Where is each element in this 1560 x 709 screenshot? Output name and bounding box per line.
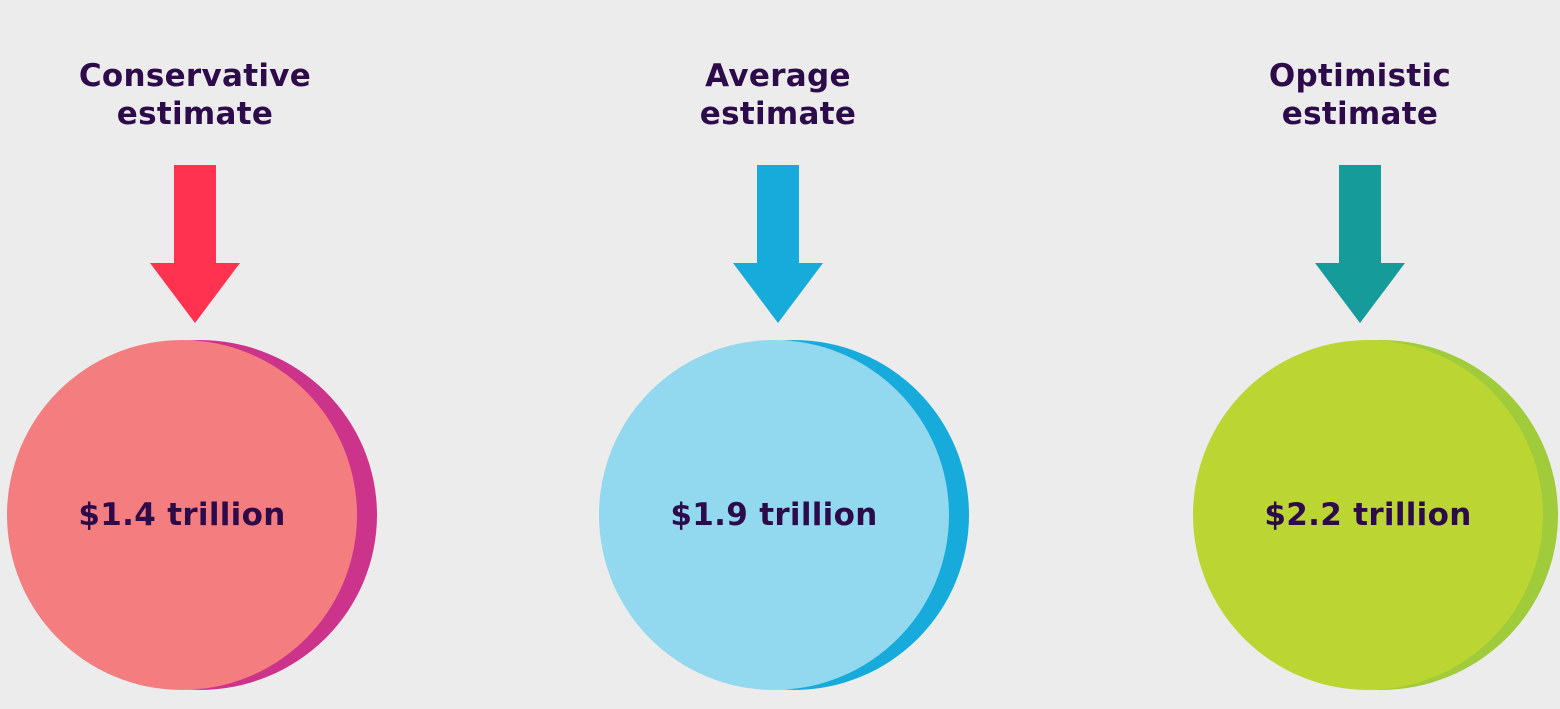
estimate-label-line1: Optimistic xyxy=(1268,58,1452,94)
down-arrow-icon xyxy=(733,165,823,323)
down-arrow-icon xyxy=(150,165,240,323)
estimate-value: $1.4 trillion xyxy=(78,497,286,533)
value-circle: $1.4 trillion xyxy=(7,340,387,690)
value-circle: $1.9 trillion xyxy=(599,340,979,690)
estimate-label-line2: estimate xyxy=(699,96,857,132)
estimate-label: Average estimate xyxy=(578,57,978,133)
estimate-label: Optimistic estimate xyxy=(1160,57,1560,133)
value-circle: $2.2 trillion xyxy=(1193,340,1560,690)
estimate-value: $2.2 trillion xyxy=(1264,497,1472,533)
estimate-label-line2: estimate xyxy=(1281,96,1439,132)
estimate-label-line2: estimate xyxy=(116,96,274,132)
estimate-label-line1: Average xyxy=(705,58,851,94)
estimate-label-line1: Conservative xyxy=(78,58,312,94)
estimate-column-optimistic: Optimistic estimate $2.2 trillion xyxy=(1160,0,1560,709)
circle-face: $1.9 trillion xyxy=(599,340,949,690)
estimate-column-average: Average estimate $1.9 trillion xyxy=(578,0,978,709)
estimate-value: $1.9 trillion xyxy=(670,497,878,533)
circle-face: $1.4 trillion xyxy=(7,340,357,690)
estimate-label: Conservative estimate xyxy=(0,57,395,133)
circle-face: $2.2 trillion xyxy=(1193,340,1543,690)
down-arrow-icon xyxy=(1315,165,1405,323)
estimate-column-conservative: Conservative estimate $1.4 trillion xyxy=(0,0,395,709)
